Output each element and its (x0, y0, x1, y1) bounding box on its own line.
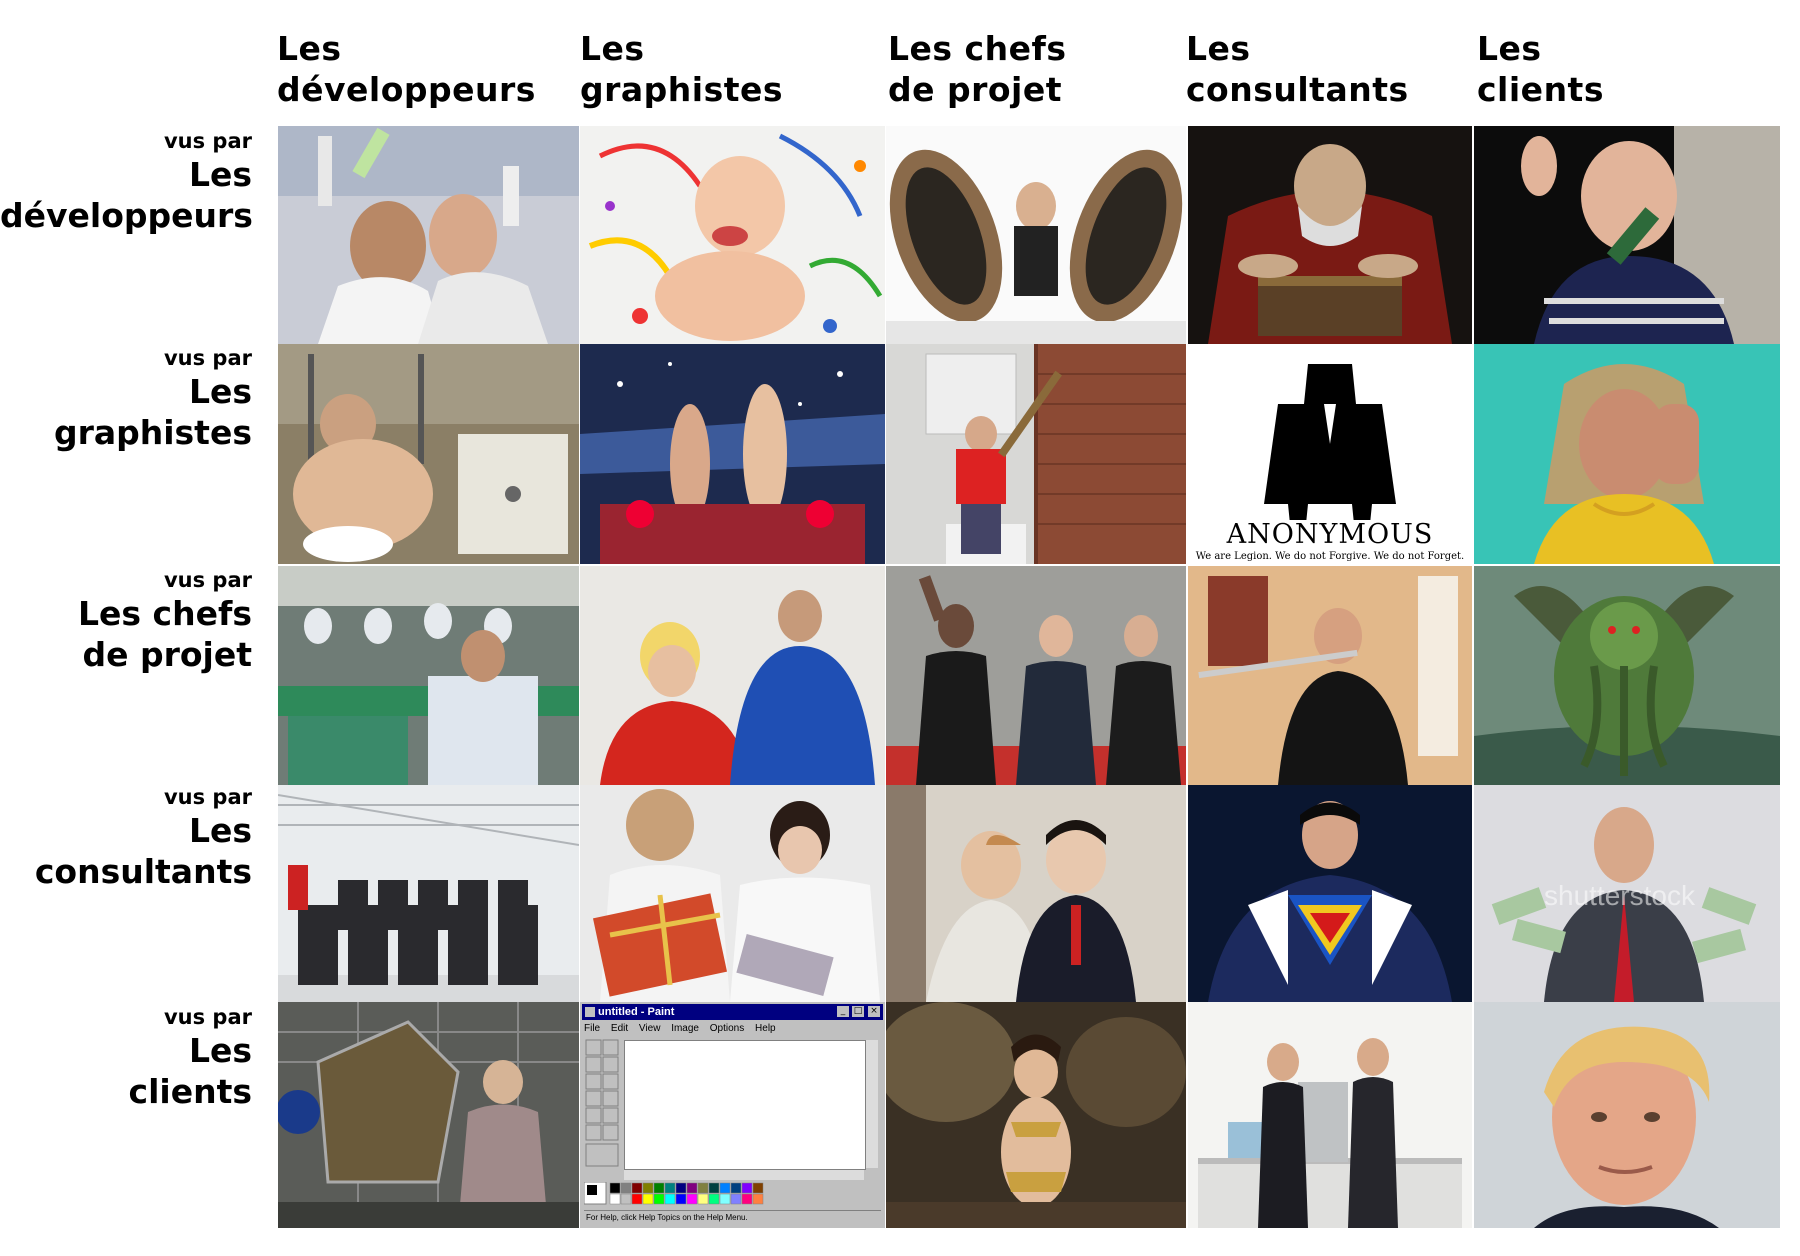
column-header-clients: Les clients (1477, 29, 1604, 109)
row-prefix: vus par (163, 785, 252, 809)
paint-menu-help[interactable]: Help (755, 1023, 776, 1034)
photo-scientists-gift (580, 785, 885, 1002)
row-label-text: Les chefs de projet (78, 594, 252, 674)
row-label-developpeurs: vus par Les développeurs (0, 128, 253, 236)
row-label-consultants: vus par Les consultants (0, 784, 252, 892)
photo-businessman-portrait (1474, 1002, 1780, 1228)
row-label-graphistes: vus par Les graphistes (0, 345, 252, 453)
paint-close-button[interactable]: × (868, 1006, 880, 1017)
paint-menu-image[interactable]: Image (671, 1023, 699, 1034)
row-label-text: Les consultants (34, 811, 252, 891)
paint-minimize-button[interactable]: _ (837, 1006, 849, 1017)
watermark-text: shutterstock (1544, 880, 1695, 911)
paint-horizontal-scrollbar[interactable] (624, 1170, 864, 1180)
paint-toolbox[interactable] (584, 1038, 620, 1168)
photo-overweight-computer-user (278, 344, 579, 564)
paint-maximize-button[interactable]: □ (852, 1006, 864, 1017)
photo-man-sledgehammer (886, 344, 1186, 564)
photo-feet-on-desk (886, 126, 1186, 344)
photo-costume-actress (886, 1002, 1186, 1228)
paint-window-title: untitled - Paint (598, 1006, 675, 1018)
paint-app-icon (585, 1007, 595, 1017)
paint-color-palette[interactable] (584, 1182, 784, 1206)
photo-man-with-money: shutterstock (1474, 785, 1780, 1002)
photo-workers-overalls (580, 566, 885, 785)
paint-menu-edit[interactable]: Edit (610, 1023, 629, 1034)
photo-scientists-lab (278, 126, 579, 344)
image-anonymous-logo: ANONYMOUS We are Legion. We do not Forgi… (1188, 344, 1472, 564)
row-prefix: vus par (163, 129, 252, 153)
photo-boys-in-suits (886, 785, 1186, 1002)
row-prefix: vus par (163, 346, 252, 370)
paint-menu-view[interactable]: View (638, 1023, 661, 1034)
photo-man-on-phone (1474, 344, 1780, 564)
paint-status-text: For Help, click Help Topics on the Help … (586, 1213, 748, 1222)
photo-server-room (278, 785, 579, 1002)
column-header-developpeurs: Les développeurs (277, 29, 536, 109)
column-header-consultants: Les consultants (1186, 29, 1409, 109)
photo-fashion-show (580, 344, 885, 564)
photo-nasa-lander (278, 1002, 579, 1228)
paint-canvas[interactable] (624, 1040, 866, 1170)
paint-status-bar: For Help, click Help Topics on the Help … (584, 1210, 881, 1225)
photo-factory-workers (278, 566, 579, 785)
row-prefix: vus par (163, 1005, 252, 1029)
anonymous-slogan: We are Legion. We do not Forgive. We do … (1195, 551, 1465, 562)
row-label-chefs-de-projet: vus par Les chefs de projet (0, 567, 252, 675)
row-label-text: Les développeurs (0, 155, 253, 235)
photo-man-drinking (1474, 126, 1780, 344)
column-header-chefs-de-projet: Les chefs de projet (888, 29, 1067, 109)
image-cthulhu-monster (1474, 566, 1780, 785)
row-label-text: Les clients (128, 1031, 252, 1111)
row-label-clients: vus par Les clients (0, 1004, 252, 1112)
paint-title-bar: untitled - Paint _ □ × (582, 1004, 883, 1020)
image-superman (1188, 785, 1472, 1002)
photo-coffee-machine (1188, 1002, 1472, 1228)
anonymous-title: ANONYMOUS (1226, 519, 1434, 550)
anonymous-caption: ANONYMOUS We are Legion. We do not Forgi… (1188, 520, 1472, 564)
paint-menu-bar: File Edit View Image Options Help (584, 1022, 881, 1036)
paint-vertical-scrollbar[interactable] (866, 1040, 878, 1168)
photo-politicians-waving (886, 566, 1186, 785)
column-header-graphistes: Les graphistes (580, 29, 784, 109)
paint-menu-file[interactable]: File (584, 1023, 601, 1034)
photo-miser-chest (1188, 126, 1472, 344)
row-label-text: Les graphistes (53, 372, 252, 452)
photo-flute-player (1188, 566, 1472, 785)
window-ms-paint: untitled - Paint _ □ × File Edit View Im… (580, 1002, 885, 1228)
photo-baby-paint (580, 126, 885, 344)
row-prefix: vus par (163, 568, 252, 592)
paint-menu-options[interactable]: Options (709, 1023, 745, 1034)
